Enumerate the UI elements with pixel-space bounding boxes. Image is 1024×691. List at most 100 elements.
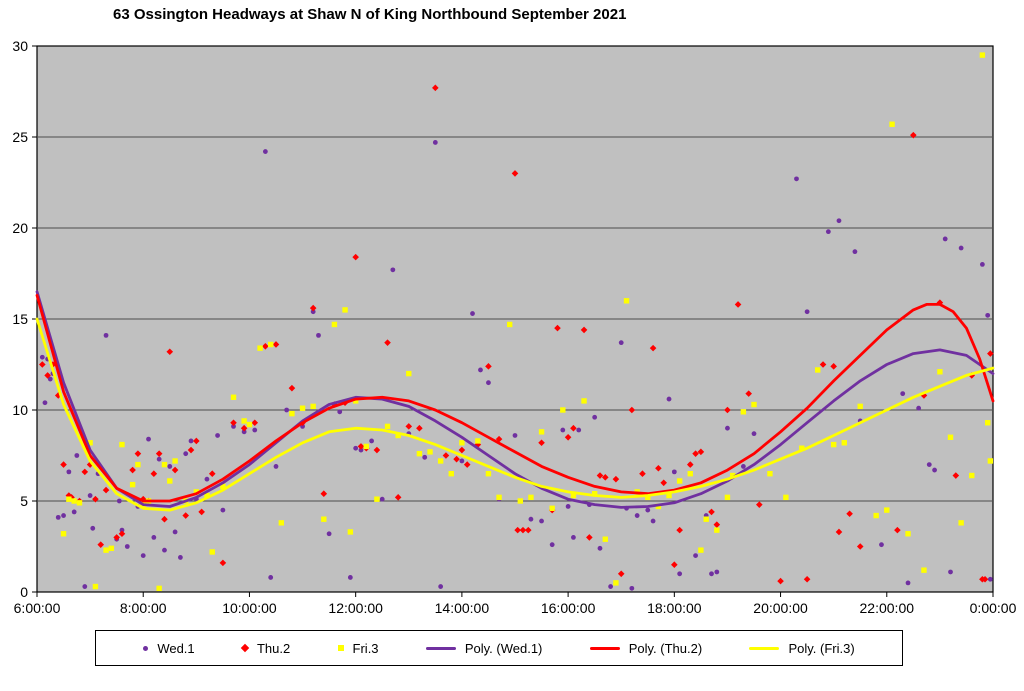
data-point — [347, 529, 354, 535]
x-axis-tick-label: 8:00:00 — [120, 600, 167, 616]
legend-label: Poly. (Fri.3) — [788, 640, 855, 656]
legend-item-poly-wed1: Poly. (Wed.1) — [425, 641, 542, 656]
data-point — [514, 526, 521, 534]
data-point — [703, 516, 709, 522]
trend-line-Poly. (Fri.3) — [35, 317, 995, 512]
data-point — [519, 526, 527, 534]
data-point — [815, 367, 821, 373]
legend-item-poly-fri3: Poly. (Fri.3) — [749, 640, 855, 656]
data-point — [841, 440, 847, 446]
data-point — [655, 464, 662, 472]
data-point — [549, 505, 555, 511]
data-point — [448, 471, 454, 477]
data-point — [645, 494, 651, 501]
data-point — [458, 446, 466, 454]
data-point — [581, 398, 587, 404]
data-point — [373, 446, 381, 454]
data-point — [979, 262, 985, 267]
data-point — [241, 418, 247, 424]
data-point — [162, 547, 167, 553]
data-point — [76, 500, 83, 506]
data-point — [135, 461, 141, 468]
data-point — [740, 464, 746, 469]
data-point — [316, 332, 321, 338]
data-point — [879, 542, 884, 548]
poly-thu2-line-icon — [589, 646, 620, 650]
data-point — [432, 140, 438, 145]
data-point — [172, 529, 178, 535]
data-point — [220, 483, 226, 490]
data-point — [612, 475, 620, 483]
data-point — [118, 530, 126, 538]
data-point — [794, 176, 799, 182]
data-point — [262, 343, 269, 350]
data-point — [252, 427, 258, 433]
x-axis-tick-label: 6:00:00 — [14, 600, 61, 616]
data-point — [369, 438, 374, 444]
data-point — [677, 571, 683, 577]
headway-scatter-plot: 0 5 10 15 20 25 30 6:00:00 8:00:00 10:00:00 12:00:… — [12, 38, 1016, 616]
trend-line-Poly. (Wed.1) — [35, 290, 995, 509]
data-point — [90, 525, 96, 531]
data-point — [676, 478, 683, 484]
data-point — [873, 512, 879, 519]
data-point — [618, 340, 624, 346]
data-point — [92, 495, 99, 503]
data-point — [830, 441, 837, 448]
data-point — [87, 440, 93, 446]
data-point — [900, 391, 906, 397]
data-point — [47, 376, 53, 382]
poly-fri3-line-icon — [749, 646, 780, 650]
data-point — [220, 507, 226, 513]
data-point — [331, 321, 338, 328]
data-point — [321, 516, 327, 522]
data-point — [730, 472, 736, 479]
data-point — [981, 575, 989, 583]
data-point — [958, 520, 964, 526]
poly-wed1-line-icon — [425, 646, 456, 650]
legend-item-thu2: Thu.2 — [240, 641, 290, 656]
data-point — [511, 170, 519, 177]
data-point — [905, 580, 911, 586]
data-point — [830, 363, 837, 370]
data-point — [528, 516, 534, 522]
data-point — [592, 414, 598, 420]
data-point — [799, 445, 805, 451]
data-point — [427, 449, 433, 455]
data-point — [724, 494, 731, 501]
data-point — [485, 363, 492, 370]
data-point — [39, 361, 46, 368]
data-point — [596, 472, 604, 479]
data-point — [601, 474, 609, 481]
data-point — [920, 392, 928, 399]
wed1-circle-marker-icon — [143, 645, 149, 651]
legend-item-wed1: Wed.1 — [143, 641, 195, 656]
data-point — [697, 448, 705, 456]
data-point — [193, 489, 200, 495]
data-point — [230, 394, 237, 400]
data-point — [161, 515, 168, 523]
data-point — [273, 464, 279, 469]
data-point — [352, 398, 359, 404]
data-point — [87, 493, 93, 498]
data-point — [639, 470, 646, 477]
data-point — [528, 494, 534, 501]
data-point — [725, 425, 730, 431]
data-point — [406, 370, 412, 377]
data-point — [836, 218, 842, 224]
data-point — [969, 472, 975, 479]
data-point — [320, 490, 328, 498]
data-point — [71, 509, 77, 515]
data-point — [166, 348, 174, 356]
data-point — [119, 441, 125, 448]
x-axis-tick-label: 12:00:00 — [328, 600, 383, 616]
data-point — [358, 447, 364, 453]
data-point — [524, 526, 532, 534]
fri3-square-marker-icon — [337, 645, 344, 651]
data-point — [846, 510, 853, 518]
legend-item-poly-thu2: Poly. (Thu.2) — [589, 641, 702, 656]
data-point — [272, 341, 280, 348]
data-point — [932, 467, 937, 473]
data-point — [496, 494, 502, 501]
data-point — [538, 429, 545, 435]
